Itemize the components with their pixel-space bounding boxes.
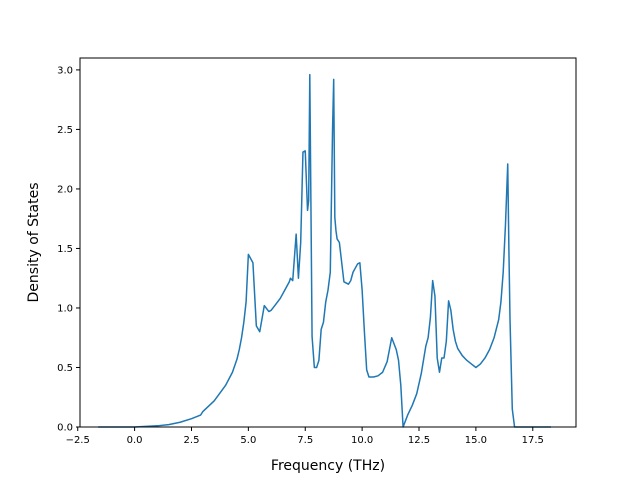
x-ticks: −2.5 0.0 2.5 5.0 7.5 10.0 12.5 15.0 17.5 [66, 427, 544, 446]
x-tick-label: 2.5 [184, 435, 200, 446]
dos-series-line-0 [98, 73, 551, 428]
x-tick-label: 12.5 [408, 435, 430, 446]
y-tick-label: 2.0 [57, 184, 73, 195]
y-ticks: 0.0 0.5 1.0 1.5 2.0 2.5 3.0 [57, 65, 80, 434]
y-tick-label: 2.5 [57, 125, 73, 136]
y-axis-label: Density of States [26, 183, 42, 303]
x-tick-label: 15.0 [465, 435, 487, 446]
series-layer [98, 73, 551, 428]
plot-frame [79, 57, 577, 428]
x-tick-label: −2.5 [66, 435, 90, 446]
x-tick-label: 5.0 [240, 435, 256, 446]
x-tick-label: 0.0 [127, 435, 143, 446]
y-tick-label: 0.0 [57, 423, 73, 434]
plot-background [80, 58, 576, 427]
x-tick-label: 17.5 [522, 435, 544, 446]
y-tick-label: 1.0 [57, 303, 73, 314]
x-tick-label: 10.0 [351, 435, 373, 446]
y-tick-label: 1.5 [57, 244, 73, 255]
y-tick-label: 3.0 [57, 65, 73, 76]
x-tick-label: 7.5 [297, 435, 313, 446]
y-tick-label: 0.5 [57, 363, 73, 374]
x-axis-label: Frequency (THz) [271, 458, 385, 474]
